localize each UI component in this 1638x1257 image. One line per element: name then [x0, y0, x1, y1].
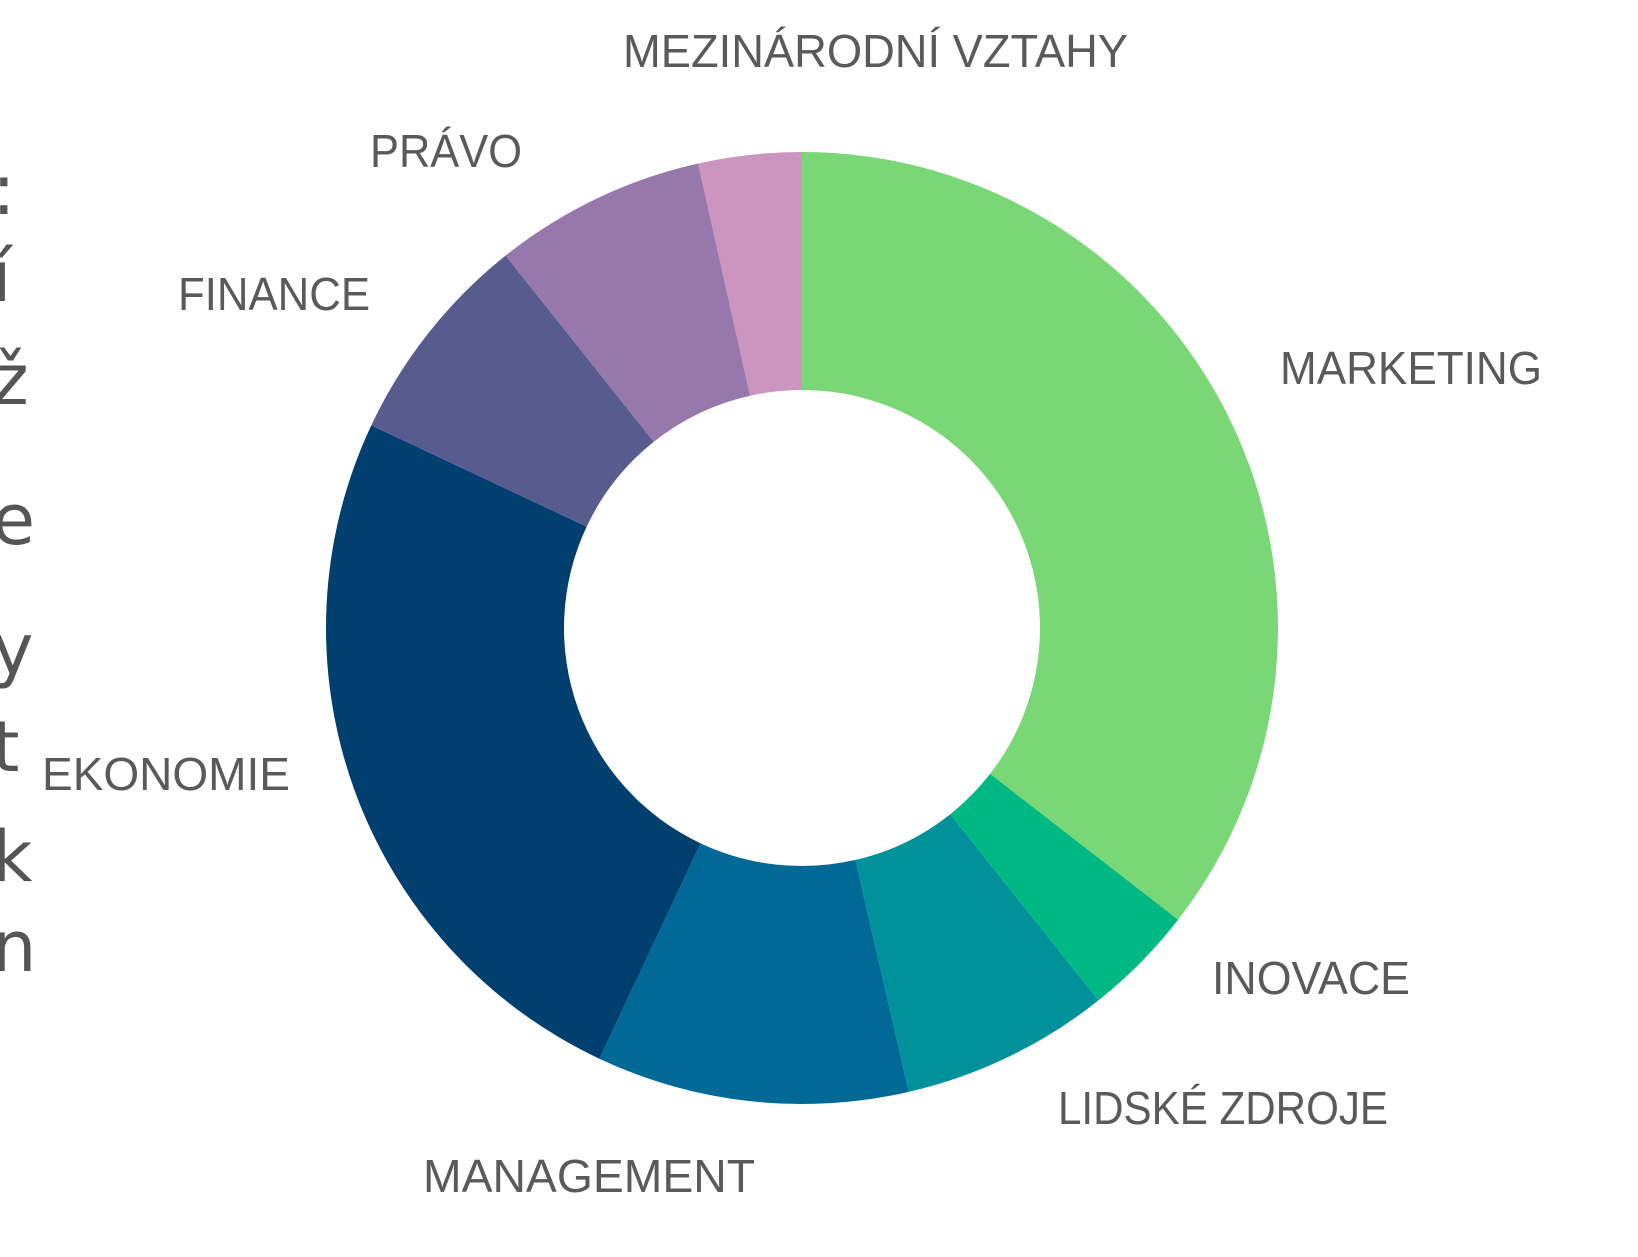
- segment-label: LIDSKÉ ZDROJE: [1058, 1082, 1388, 1134]
- segment-label: PRÁVO: [370, 125, 522, 177]
- segment-label: MEZINÁRODNÍ VZTAHY: [623, 25, 1128, 77]
- donut-segment: [855, 814, 1099, 1092]
- donut-segment: [505, 163, 751, 442]
- donut-segment: [371, 255, 654, 527]
- donut-segment: [326, 425, 701, 1059]
- donut-segment: [802, 152, 1279, 920]
- cropped-text: í: [0, 236, 14, 318]
- segment-label: INOVACE: [1212, 952, 1410, 1004]
- donut-segment: [698, 152, 802, 396]
- donut-segment: [599, 843, 909, 1104]
- cropped-text: :: [0, 149, 16, 231]
- cropped-text: ž: [0, 339, 29, 421]
- segment-label: MARKETING: [1280, 342, 1542, 394]
- donut-segment: [950, 773, 1179, 1001]
- cropped-text: y: [0, 609, 33, 691]
- cropped-text: n: [0, 906, 36, 988]
- segment-label: FINANCE: [178, 268, 370, 320]
- cropped-text: e: [0, 479, 35, 561]
- cropped-text: t: [0, 706, 19, 788]
- segment-label: MANAGEMENT: [423, 1150, 755, 1202]
- cropped-text: k: [0, 816, 33, 898]
- segment-label: EKONOMIE: [42, 748, 290, 800]
